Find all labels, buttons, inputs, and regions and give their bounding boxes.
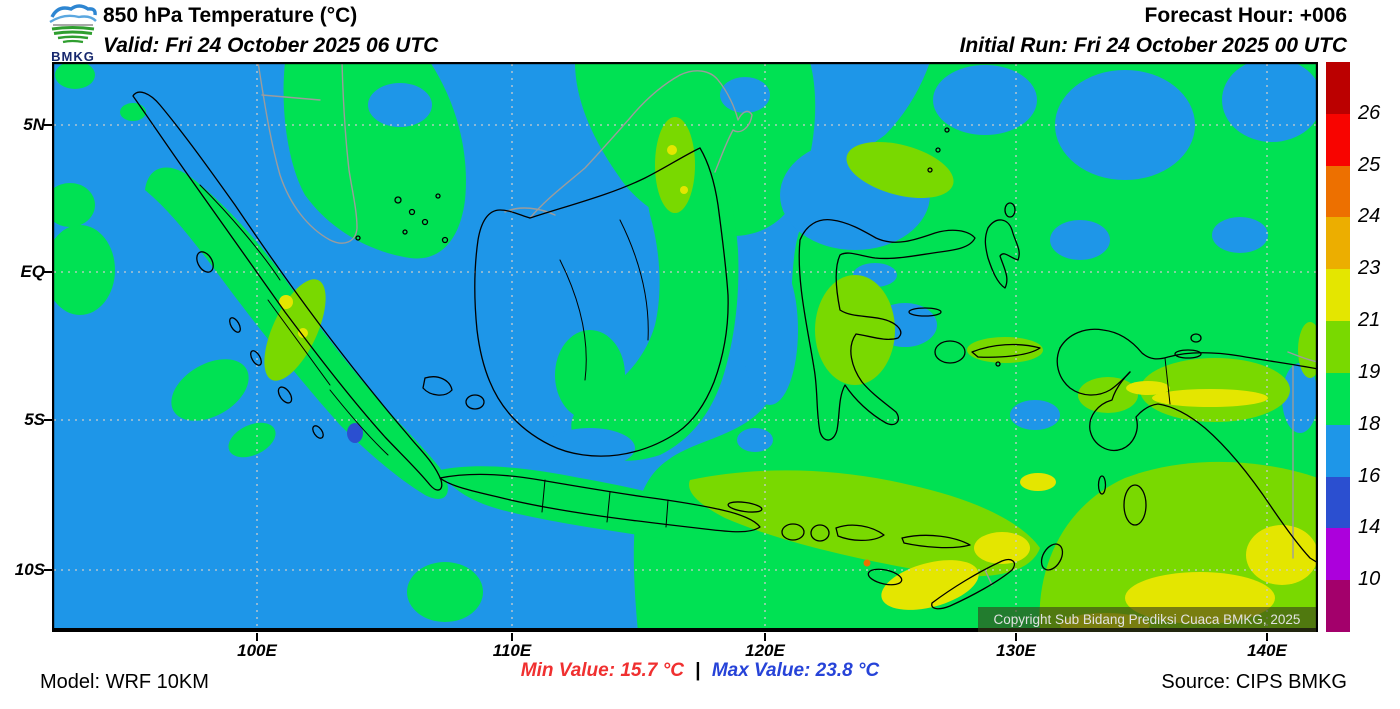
colorbar-tick-label: 26 xyxy=(1358,101,1381,124)
lon-tick-label: 130E xyxy=(996,641,1036,660)
colorbar-segment xyxy=(1326,580,1350,633)
colorbar-segment xyxy=(1326,269,1350,322)
colorbar-segment xyxy=(1326,62,1350,115)
colorbar-segment xyxy=(1326,372,1350,426)
blue-temperature-patches xyxy=(368,62,1318,468)
colorbar-tick-label: 21 xyxy=(1358,309,1381,332)
lat-tick-mark xyxy=(44,271,52,273)
min-value-label: Min Value: xyxy=(520,660,616,681)
colorbar-segment xyxy=(1326,321,1350,374)
colorbar-segment xyxy=(1326,476,1350,529)
temperature-map-svg xyxy=(52,62,1318,632)
initial-run: Initial Run: Fri 24 October 2025 00 UTC xyxy=(959,34,1347,57)
lon-tick-mark xyxy=(764,633,766,641)
lon-tick-mark xyxy=(1266,633,1268,641)
colorbar-tick-label: 10 xyxy=(1358,568,1381,591)
lat-tick-mark xyxy=(44,124,52,126)
lat-tick-mark xyxy=(44,419,52,421)
colorbar-segment xyxy=(1326,217,1350,270)
lat-tick-label: EQ xyxy=(20,262,45,281)
lon-tick-label: 120E xyxy=(745,641,785,660)
page-title: 850 hPa Temperature (°C) xyxy=(103,4,358,27)
colorbar-tick-label: 25 xyxy=(1358,153,1381,176)
lat-tick-mark xyxy=(44,569,52,571)
colorbar-tick-label: 14 xyxy=(1358,516,1381,539)
colorbar-segment xyxy=(1326,424,1350,478)
forecast-hour: Forecast Hour: +006 xyxy=(1144,4,1348,27)
colorbar-segment xyxy=(1326,528,1350,581)
lon-tick-mark xyxy=(511,633,513,641)
lon-tick-mark xyxy=(1015,633,1017,641)
bmkg-logo-icon xyxy=(49,4,97,44)
colorbar-tick-label: 16 xyxy=(1358,464,1381,487)
foreign-coastlines xyxy=(257,62,1318,586)
source-label: Source: CIPS BMKG xyxy=(1161,671,1347,693)
minmax-values: Min Value: 15.7 °C | Max Value: 23.8 °C xyxy=(521,660,879,682)
colorbar-segment xyxy=(1326,113,1350,167)
max-value: 23.8 °C xyxy=(815,660,880,681)
bmkg-logo: BMKG xyxy=(44,2,102,64)
lon-tick-mark xyxy=(256,633,258,641)
lon-tick-label: 100E xyxy=(237,641,277,660)
warm-dot-orange xyxy=(863,559,871,567)
header-left: 850 hPa Temperature (°C) Valid: Fri 24 O… xyxy=(103,1,438,61)
minmax-separator: | xyxy=(695,660,701,681)
colorbar-tick-label: 23 xyxy=(1358,257,1381,280)
cold-patch-royalblue xyxy=(347,423,363,443)
colorbar-tick-label: 18 xyxy=(1358,412,1381,435)
valid-time: Valid: Fri 24 October 2025 06 UTC xyxy=(103,34,439,57)
lon-tick-label: 110E xyxy=(492,641,532,660)
lon-tick-label: 140E xyxy=(1247,641,1287,660)
colorbar-tick-label: 19 xyxy=(1358,360,1381,383)
graticule xyxy=(54,64,1316,629)
colorbar-tick-label: 24 xyxy=(1358,205,1381,228)
max-value-label: Max Value: xyxy=(711,660,811,681)
lat-tick-label: 5N xyxy=(23,115,45,134)
coastlines xyxy=(132,91,1318,610)
min-value: 15.7 °C xyxy=(620,660,684,681)
copyright-overlay: Copyright Sub Bidang Prediksi Cuaca BMKG… xyxy=(978,607,1316,632)
lat-tick-label: 10S xyxy=(14,560,45,579)
bmkg-logo-text: BMKG xyxy=(51,49,95,64)
colorbar-segment xyxy=(1326,165,1350,218)
lat-tick-label: 5S xyxy=(24,410,45,429)
header-right: Forecast Hour: +006 Initial Run: Fri 24 … xyxy=(960,1,1347,61)
model-label: Model: WRF 10KM xyxy=(40,671,209,693)
